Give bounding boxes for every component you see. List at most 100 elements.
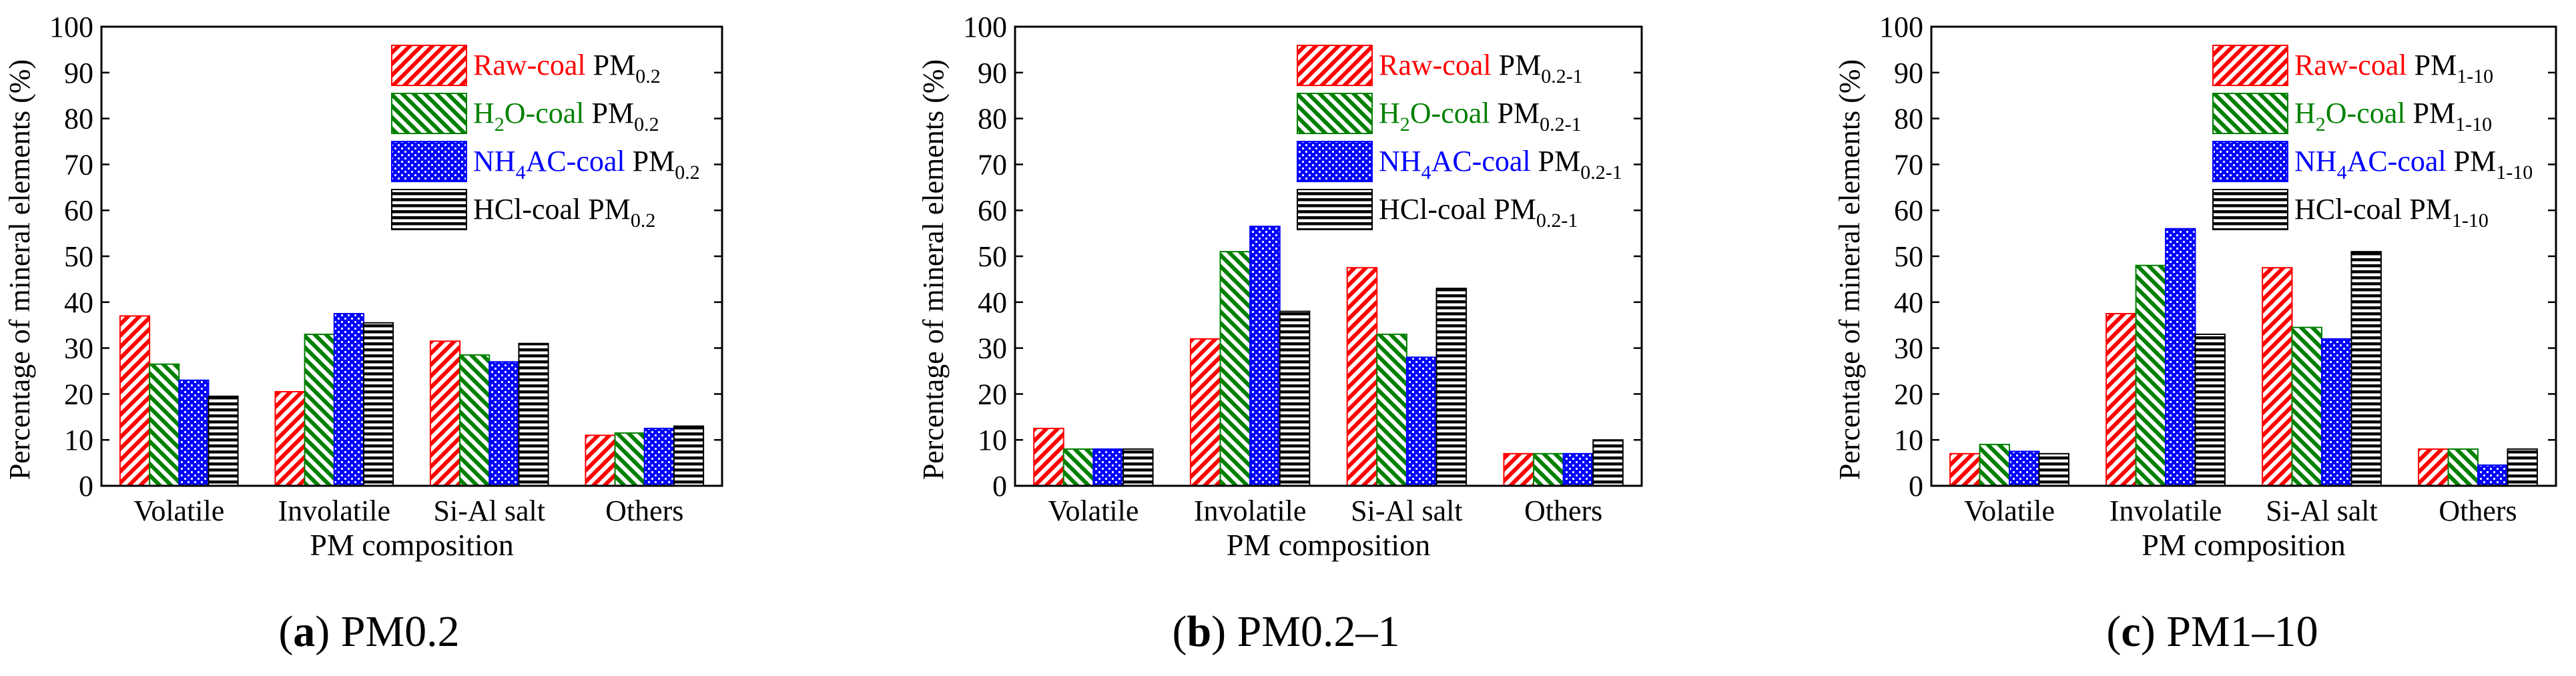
legend-label-nh4: NH4AC-coal PM1-10: [2294, 145, 2533, 184]
legend-label-raw: Raw-coal PM0.2: [473, 49, 661, 87]
legend-swatch-nh4: [2212, 141, 2288, 182]
x-axis-label: PM composition: [1227, 528, 1430, 562]
y-tick-label: 100: [49, 11, 93, 43]
bar-hcl-1: [2038, 452, 2069, 487]
y-tick-label: 10: [978, 424, 1007, 456]
bar-hcl-2: [1279, 310, 1311, 486]
x-category-label: Others: [605, 494, 683, 527]
y-tick-label: 70: [978, 148, 1007, 181]
bar-nh4-1: [178, 379, 210, 487]
bar-raw-3: [1346, 267, 1378, 486]
y-tick-label: 80: [64, 103, 93, 135]
legend-swatch-h2o: [391, 93, 467, 134]
x-axis-label: PM composition: [2142, 528, 2345, 562]
legend-label-nh4: NH4AC-coal PM0.2: [473, 145, 700, 184]
y-axis-label: Percentage of mineral elements (%): [1833, 59, 1866, 480]
y-tick-label: 90: [978, 57, 1007, 89]
y-tick-label: 10: [1894, 424, 1923, 456]
legend-swatch-hcl: [391, 189, 467, 230]
bar-hcl-4: [673, 425, 705, 486]
bar-h2o-3: [2291, 326, 2323, 487]
legend-label-hcl: HCl-coal PM0.2-1: [1379, 193, 1578, 232]
bar-h2o-4: [1533, 452, 1564, 487]
legend: Raw-coal PM0.2 H2O-coal PM0.2 NH4AC-coal P…: [391, 45, 700, 232]
caption-paren-open: (: [2106, 607, 2121, 656]
bar-h2o-3: [459, 354, 491, 486]
y-tick-label: 20: [64, 378, 93, 410]
bar-raw-3: [429, 340, 461, 486]
legend-swatch-h2o: [2212, 93, 2288, 134]
plot-frame: [1930, 25, 2557, 487]
legend-label-h2o: H2O-coal PM1-10: [2294, 97, 2492, 135]
panel-caption: (c) PM1–10: [2106, 607, 2318, 656]
y-tick-label: 80: [1894, 103, 1923, 135]
bar-raw-2: [274, 390, 306, 487]
y-tick-label: 0: [992, 470, 1007, 502]
y-tick-label: 60: [978, 194, 1007, 227]
y-tick-label: 60: [64, 194, 93, 227]
caption-paren-open: (: [278, 607, 293, 656]
bar-raw-3: [2262, 267, 2293, 486]
bar-h2o-2: [1219, 251, 1251, 486]
x-category-label: Volatile: [1048, 494, 1139, 527]
bar-hcl-4: [2507, 448, 2538, 487]
x-category-label: Others: [2439, 494, 2517, 527]
y-tick-label: 30: [978, 332, 1007, 365]
y-tick-label: 20: [978, 378, 1007, 410]
x-category-label: Volatile: [1964, 494, 2055, 527]
bar-hcl-1: [1122, 448, 1154, 487]
bar-nh4-4: [1562, 452, 1594, 487]
bar-h2o-2: [2135, 264, 2167, 486]
y-tick-label: 100: [1879, 11, 1923, 43]
x-category-label: Involatile: [2110, 494, 2222, 527]
y-tick-label: 50: [1894, 240, 1923, 273]
caption-paren-close: ): [2141, 607, 2166, 656]
y-tick-label: 50: [978, 240, 1007, 273]
caption-paren-close: ): [315, 607, 340, 656]
legend-label-hcl: HCl-coal PM1-10: [2294, 193, 2489, 232]
y-tick-label: 90: [64, 57, 93, 89]
bar-nh4-1: [1092, 448, 1124, 487]
bar-hcl-2: [362, 322, 394, 487]
y-tick-label: 40: [64, 286, 93, 319]
chart-panel-1: 0 10 20 30 40 50 60 70 80 90 100 Volatile Involatile…: [3, 11, 723, 656]
y-tick-label: 30: [64, 332, 93, 365]
x-category-label: Others: [1524, 494, 1602, 527]
caption-letter: a: [293, 607, 315, 656]
legend-swatch-nh4: [391, 141, 467, 182]
bar-raw-2: [2106, 313, 2137, 486]
bar-hcl-3: [518, 342, 549, 486]
caption-letter: c: [2121, 607, 2140, 656]
bar-h2o-1: [149, 363, 180, 486]
legend-swatch-hcl: [1297, 189, 1373, 230]
bar-h2o-1: [1062, 448, 1094, 487]
bar-raw-4: [2418, 448, 2449, 487]
y-tick-label: 60: [1894, 194, 1923, 227]
bar-nh4-2: [1249, 226, 1281, 486]
y-tick-label: 70: [1894, 148, 1923, 181]
bar-hcl-3: [2350, 251, 2382, 486]
x-axis-label: PM composition: [310, 528, 513, 562]
legend-swatch-raw: [2212, 45, 2288, 86]
y-tick-label: 0: [1909, 470, 1923, 502]
bar-h2o-1: [1979, 444, 2011, 487]
legend-label-h2o: H2O-coal PM0.2-1: [1379, 97, 1582, 135]
bar-nh4-3: [2321, 338, 2352, 486]
y-tick-label: 70: [64, 148, 93, 181]
legend-label-hcl: HCl-coal PM0.2: [473, 193, 655, 232]
bar-h2o-4: [614, 432, 645, 487]
y-tick-label: 50: [64, 240, 93, 273]
y-tick-label: 40: [978, 286, 1007, 319]
y-tick-label: 40: [1894, 286, 1923, 319]
bar-nh4-2: [2165, 228, 2196, 486]
bar-nh4-3: [1405, 356, 1437, 486]
bar-raw-2: [1189, 338, 1221, 486]
y-tick-label: 20: [1894, 378, 1923, 410]
y-tick-label: 80: [978, 103, 1007, 135]
x-category-label: Volatile: [133, 494, 224, 527]
legend: Raw-coal PM0.2-1 H2O-coal PM0.2-1 NH4AC-co…: [1297, 45, 1622, 232]
x-category-label: Si-Al salt: [1351, 494, 1462, 527]
bar-nh4-1: [2009, 450, 2040, 487]
